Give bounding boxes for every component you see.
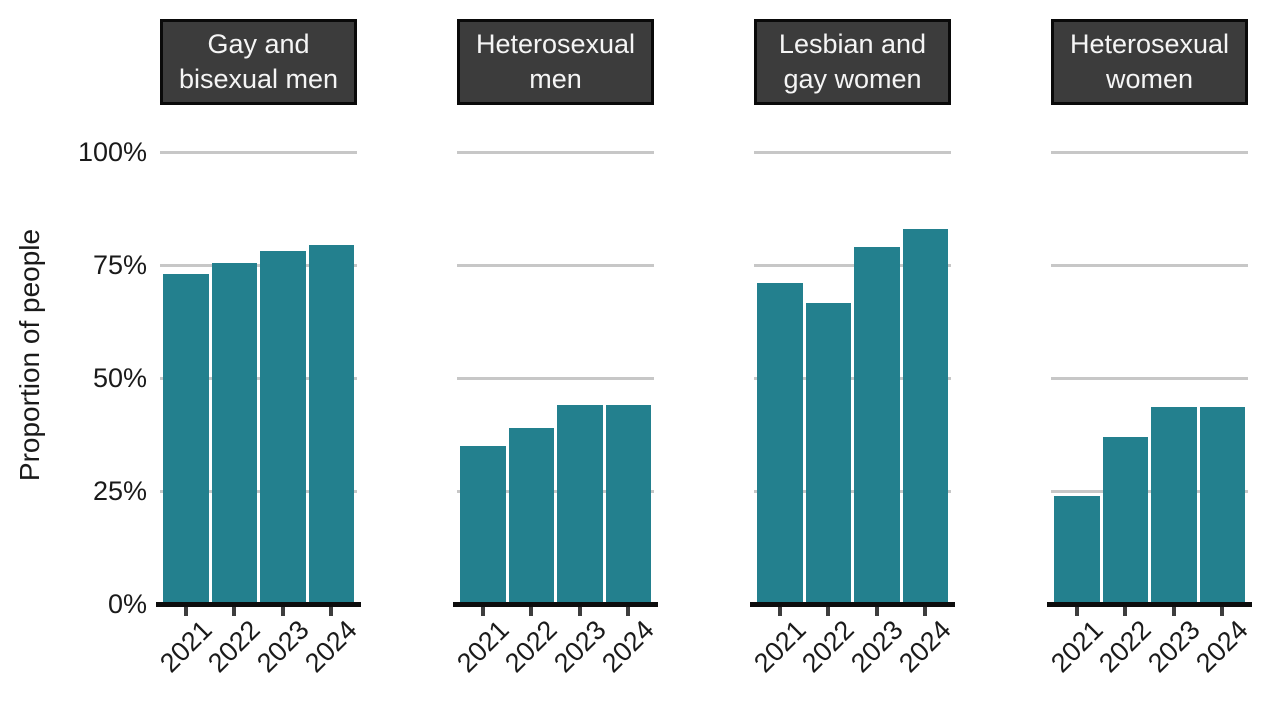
x-tick-2022 [1123,607,1128,616]
gridline-50% [457,376,654,380]
y-tick-label-50%: 50% [92,363,147,393]
bar-lesbian-and-gay-women-2022 [805,303,851,604]
x-tick-2024 [626,607,631,616]
x-axis-line [156,602,361,607]
x-tick-2021 [183,607,188,616]
y-tick-label-100%: 100% [77,137,147,167]
bar-gay-and-bisexual-men-2022 [211,262,257,604]
gridline-50% [754,376,951,380]
gridline-25% [160,489,357,493]
facet-header: Lesbian and gay women [754,19,951,105]
x-axis-line [750,602,955,607]
gridline-25% [754,489,951,493]
gridline-75% [457,263,654,267]
x-tick-2024 [329,607,334,616]
x-tick-2023 [280,607,285,616]
facet-header: Heterosexual women [1051,19,1248,105]
bar-heterosexual-women-2024 [1199,407,1245,604]
bar-gay-and-bisexual-men-2024 [308,244,354,604]
x-tick-2022 [826,607,831,616]
gridline-50% [160,376,357,380]
bar-lesbian-and-gay-women-2023 [854,246,900,604]
x-tick-2023 [577,607,582,616]
y-tick-label-25%: 25% [92,476,147,506]
x-tick-2021 [480,607,485,616]
bar-heterosexual-women-2021 [1054,495,1100,604]
bar-heterosexual-men-2022 [508,427,554,604]
y-tick-label-75%: 75% [92,250,147,280]
bar-heterosexual-men-2021 [460,445,506,604]
x-tick-2021 [777,607,782,616]
bar-heterosexual-women-2022 [1102,436,1148,604]
gridline-25% [1051,489,1248,493]
gridline-75% [160,263,357,267]
x-axis-line [1047,602,1252,607]
x-tick-2022 [529,607,534,616]
x-tick-2021 [1074,607,1079,616]
gridline-50% [1051,376,1248,380]
bar-gay-and-bisexual-men-2021 [163,274,209,604]
bar-lesbian-and-gay-women-2024 [902,228,948,604]
gridline-25% [457,489,654,493]
facet-header: Gay and bisexual men [160,19,357,105]
x-tick-2022 [232,607,237,616]
facet-header: Heterosexual men [457,19,654,105]
x-tick-2024 [1220,607,1225,616]
x-axis-line [453,602,658,607]
bar-heterosexual-men-2024 [605,405,651,604]
bar-heterosexual-men-2023 [557,405,603,604]
gridline-100% [1051,150,1248,154]
bar-heterosexual-women-2023 [1151,407,1197,604]
bar-gay-and-bisexual-men-2023 [260,251,306,604]
x-tick-2024 [923,607,928,616]
gridline-100% [160,150,357,154]
y-tick-label-0%: 0% [107,589,147,619]
gridline-75% [1051,263,1248,267]
gridline-100% [754,150,951,154]
x-tick-2023 [1171,607,1176,616]
gridline-100% [457,150,654,154]
x-tick-2023 [874,607,879,616]
gridline-75% [754,263,951,267]
bar-lesbian-and-gay-women-2021 [757,283,803,604]
